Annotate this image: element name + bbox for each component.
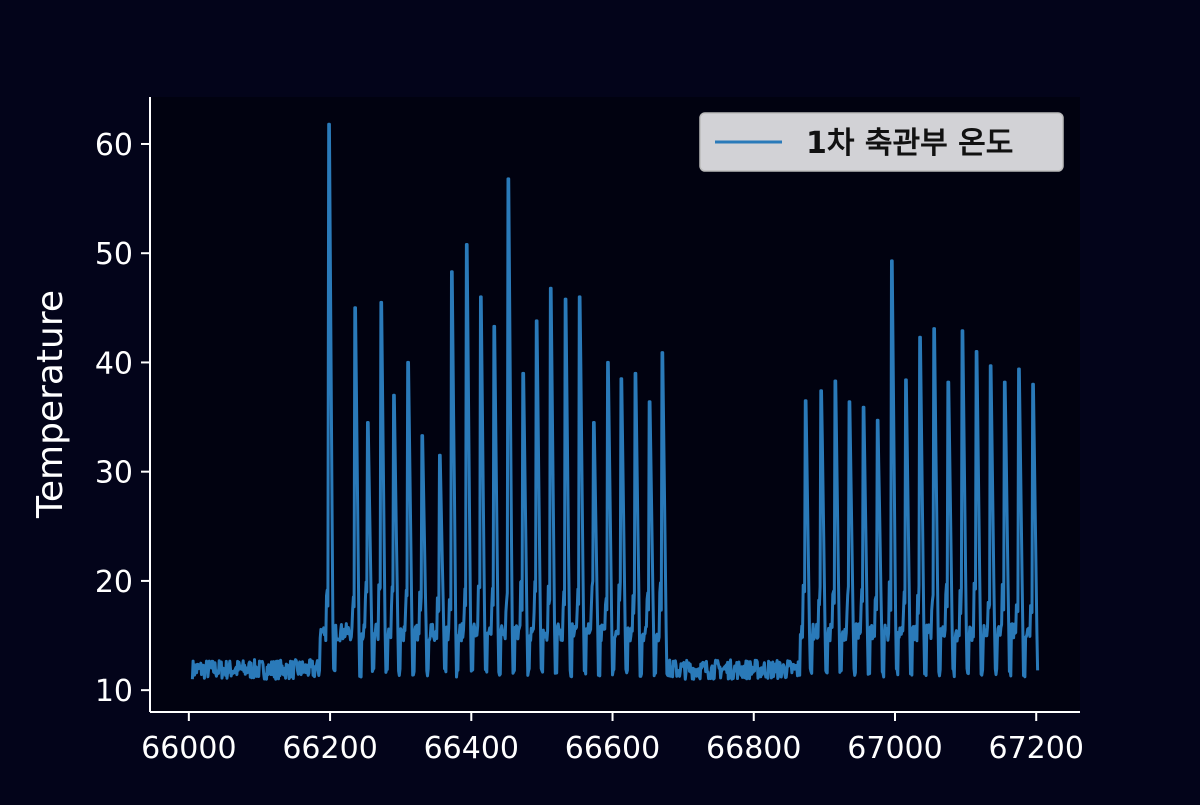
x-tick-label: 67200 <box>988 731 1083 766</box>
legend: 1차 축관부 온도 <box>699 112 1064 172</box>
x-tick-label: 66200 <box>282 731 377 766</box>
x-tick-label: 66600 <box>565 731 660 766</box>
y-tick-label: 40 <box>95 346 133 381</box>
legend-box <box>699 112 1064 172</box>
y-tick-label: 20 <box>95 565 133 600</box>
x-tick-label: 66800 <box>706 731 801 766</box>
plot-background <box>150 97 1080 712</box>
x-tick-label: 66400 <box>424 731 519 766</box>
y-tick-label: 60 <box>95 128 133 163</box>
legend-label: 1차 축관부 온도 <box>806 126 1013 161</box>
y-tick-label: 50 <box>95 237 133 272</box>
y-axis-ticks: 10 20 30 40 50 60 <box>95 128 150 709</box>
y-tick-label: 10 <box>95 674 133 709</box>
x-tick-label: 67000 <box>847 731 942 766</box>
x-axis-ticks: 66000 66200 66400 66600 66800 67000 67200 <box>141 712 1084 766</box>
y-tick-label: 30 <box>95 456 133 491</box>
series-layer <box>190 122 1040 681</box>
y-axis-label: Temperature <box>30 290 71 519</box>
series-line <box>190 122 1040 681</box>
x-tick-label: 66000 <box>141 731 236 766</box>
